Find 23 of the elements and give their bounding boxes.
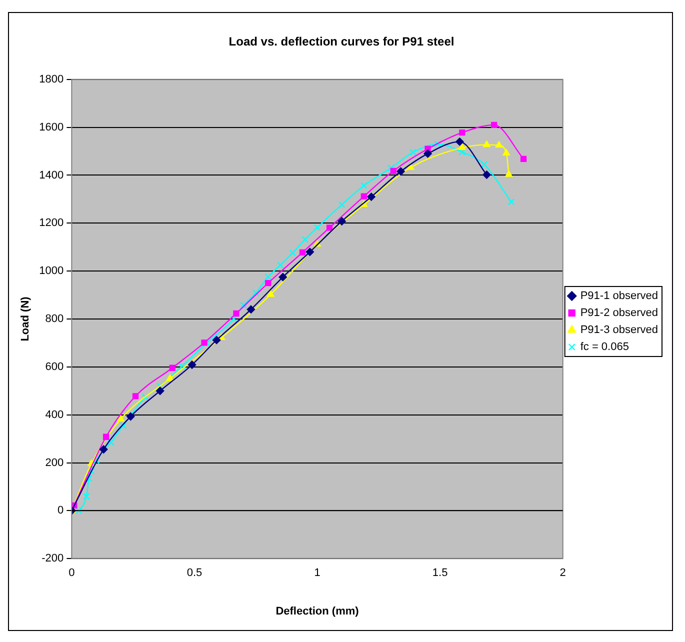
x-tick-label: 0.5 [186, 567, 202, 580]
y-tick-label: 400 [45, 408, 64, 421]
x-axis-title: Deflection (mm) [276, 605, 360, 618]
y-tick-label: 1000 [39, 265, 64, 278]
x-tick-label: 0 [68, 567, 75, 580]
legend-label: P91-1 observed [580, 290, 658, 302]
legend-label: P91-3 observed [580, 324, 658, 336]
legend-label: fc = 0.065 [580, 341, 629, 354]
y-tick-label: 1800 [39, 73, 64, 86]
y-tick-label: 1400 [39, 169, 64, 182]
y-tick-label: 1200 [39, 217, 64, 230]
x-tick-label: 2 [560, 567, 566, 580]
y-tick-label: 800 [45, 313, 64, 326]
y-tick-label: 1600 [39, 121, 64, 134]
y-tick-label: 200 [45, 456, 64, 469]
x-tick-label: 1 [314, 567, 320, 580]
x-tick-label: 1.5 [432, 567, 448, 580]
y-tick-label: -200 [42, 552, 64, 565]
y-tick-label: 0 [58, 504, 64, 517]
chart-title: Load vs. deflection curves for P91 steel [228, 34, 454, 49]
legend-label: P91-2 observed [580, 307, 658, 320]
y-axis-title: Load (N) [20, 296, 32, 342]
y-tick-label: 600 [45, 360, 64, 373]
